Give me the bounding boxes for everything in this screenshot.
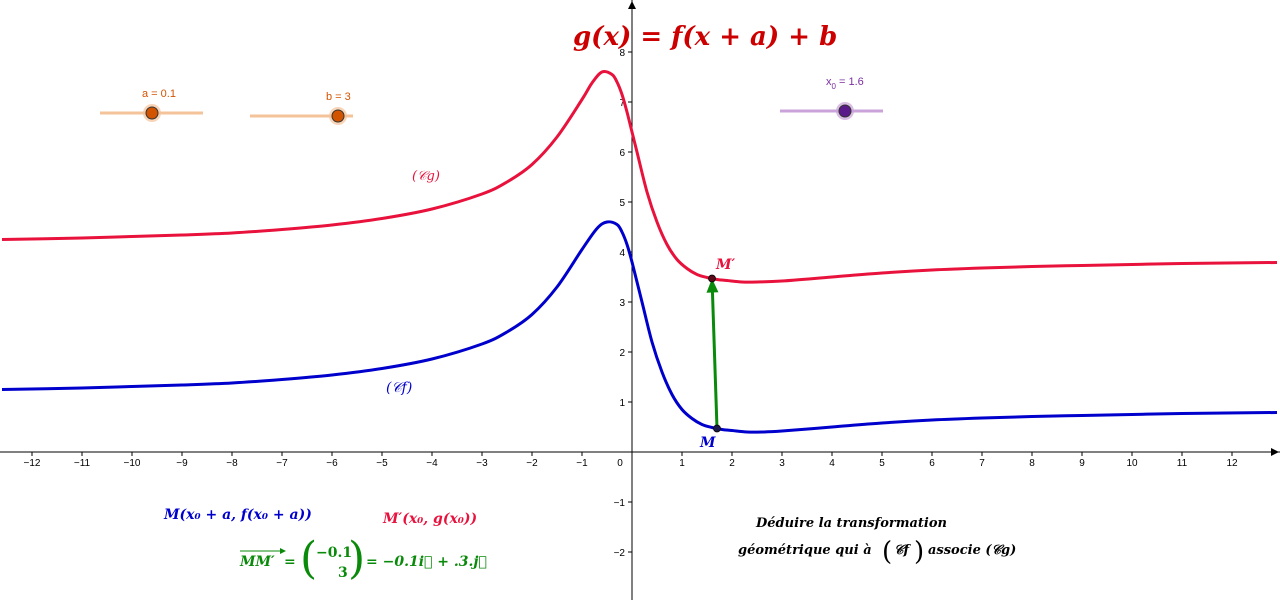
- curve-cg: [1, 70, 1278, 284]
- point-Mprime: [708, 274, 716, 283]
- y-axis-arrow: [628, 1, 636, 9]
- x-axis-arrow: [1271, 448, 1279, 456]
- x-tick-label: −1: [576, 458, 588, 469]
- x-tick-label: 6: [929, 458, 935, 469]
- instruction-line2-post: associe (𝒞g): [928, 543, 1016, 558]
- x-tick-label: 5: [879, 458, 885, 469]
- instruction-paren-left: (: [882, 537, 892, 567]
- x-tick-label: 3: [779, 458, 785, 469]
- x-tick-label: −7: [276, 458, 288, 469]
- instruction-line2-pre: géométrique qui à: [738, 543, 872, 558]
- vector-y: 3: [338, 565, 348, 581]
- x-tick-label: −4: [426, 458, 438, 469]
- y-tick-label: 4: [619, 248, 625, 259]
- x-tick-label: 12: [1226, 458, 1238, 469]
- vector-name: MM′: [239, 554, 275, 570]
- x-tick-label: −2: [526, 458, 538, 469]
- formula-Mprime-coords: M′(x₀, g(x₀)): [382, 511, 477, 527]
- x-tick-label: 11: [1177, 458, 1188, 469]
- vector-arrow-over-head: [280, 548, 286, 554]
- x-tick-label: 0: [617, 458, 623, 469]
- x-tick-label: −8: [226, 458, 238, 469]
- x-tick-label: −11: [74, 458, 91, 469]
- y-tick-label: 2: [619, 348, 625, 359]
- slider-x0[interactable]: x0 = 1.6: [780, 76, 883, 120]
- y-tick-label: 7: [619, 98, 625, 109]
- vector-paren-left: (: [300, 533, 317, 584]
- vector-MMprime: [710, 292, 719, 429]
- vector-rhs: = −0.1i⃗ + .3.j⃗: [366, 554, 487, 570]
- title-formula: g(x) = f(x + a) + b: [573, 22, 837, 52]
- instruction-line2-cf: 𝒞f: [894, 543, 911, 558]
- x-tick-label: −10: [124, 458, 141, 469]
- slider-x0-label: x0 = 1.6: [826, 76, 864, 91]
- x-tick-label: −3: [476, 458, 488, 469]
- slider-b-label: b = 3: [326, 91, 351, 103]
- y-tick-label: 8: [619, 48, 625, 59]
- slider-a[interactable]: a = 0.1: [100, 88, 203, 122]
- slider-x0-handle[interactable]: [838, 104, 852, 118]
- slider-a-label: a = 0.1: [142, 88, 176, 100]
- slider-b[interactable]: b = 3: [250, 91, 353, 125]
- y-tick-label: 1: [619, 398, 625, 409]
- y-tick-label: −1: [614, 498, 626, 509]
- x-tick-label: 10: [1126, 458, 1138, 469]
- vector-x: −0.1: [316, 545, 352, 561]
- y-tick-label: 3: [619, 298, 625, 309]
- y-tick-label: 5: [619, 198, 625, 209]
- x-tick-label: 9: [1079, 458, 1085, 469]
- formula-M-coords: M(x₀ + a, f(x₀ + a)): [163, 507, 312, 523]
- instruction: Déduire la transformation géométrique qu…: [738, 516, 1016, 567]
- label-cf: (𝒞f): [386, 380, 412, 396]
- x-tick-label: −6: [326, 458, 338, 469]
- points: [706, 274, 721, 433]
- formula-vector: MM′ = ( −0.1 3 ) = −0.1i⃗ + .3.j⃗: [239, 533, 487, 584]
- x-tick-label: 8: [1029, 458, 1035, 469]
- instruction-paren-right: ): [914, 537, 924, 567]
- x-tick-label: 7: [979, 458, 985, 469]
- x-tick-label: 4: [829, 458, 835, 469]
- y-tick-label: 6: [619, 148, 625, 159]
- point-M: [713, 424, 721, 433]
- y-tick-label: −2: [614, 548, 626, 559]
- vector-eq-sign: =: [284, 554, 296, 570]
- vector-MMprime-head: [706, 278, 719, 293]
- x-tick-label: −12: [24, 458, 41, 469]
- label-point-Mprime: M′: [715, 257, 735, 273]
- vector-paren-right: ): [348, 533, 365, 584]
- x-tick-label: −5: [376, 458, 388, 469]
- x-tick-label: −9: [176, 458, 188, 469]
- label-cg: (𝒞g): [412, 169, 440, 184]
- instruction-line1: Déduire la transformation: [755, 516, 947, 531]
- curves: [1, 70, 1278, 434]
- slider-b-handle[interactable]: [331, 109, 345, 123]
- slider-a-handle[interactable]: [145, 106, 159, 120]
- x-tick-label: 1: [679, 458, 685, 469]
- curve-cf: [1, 220, 1278, 434]
- x-tick-label: 2: [729, 458, 735, 469]
- label-point-M: M: [699, 435, 716, 451]
